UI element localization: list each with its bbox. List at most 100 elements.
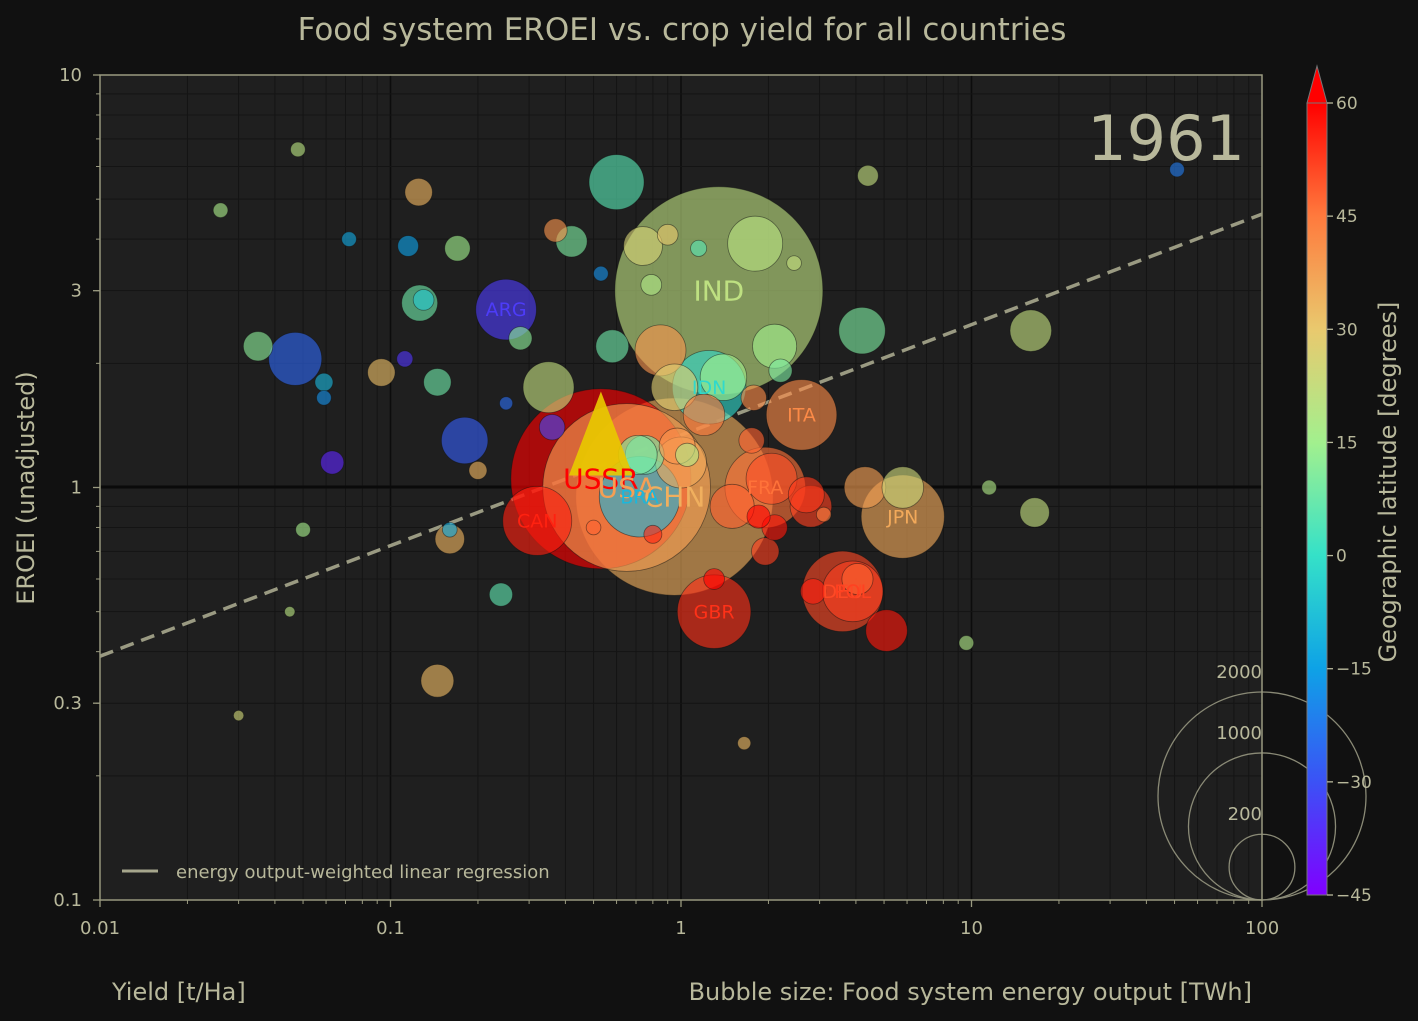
bubble-label: POL <box>834 581 871 603</box>
chart-title: Food system EROEI vs. crop yield for all… <box>298 12 1067 48</box>
data-bubble <box>981 479 997 496</box>
data-bubble <box>212 202 229 219</box>
bubble-label: GBR <box>694 601 735 623</box>
x-tick-label: 100 <box>1245 918 1279 939</box>
colorbar <box>1306 102 1328 896</box>
data-bubble <box>444 235 471 262</box>
colorbar-tick-label: 30 <box>1336 320 1358 340</box>
data-bubble <box>699 353 748 401</box>
data-bubble <box>595 329 630 364</box>
highlight-layer <box>568 391 633 476</box>
data-bubble <box>675 442 700 467</box>
data-bubble <box>857 164 879 187</box>
x-tick-label: 0.1 <box>376 918 405 939</box>
colorbar-extend-arrow <box>1306 64 1328 104</box>
y-tick-label: 1 <box>71 478 82 499</box>
size-legend-label: 1000 <box>1216 723 1262 744</box>
data-bubble <box>441 416 489 465</box>
data-bubble <box>640 274 663 296</box>
data-bubble <box>499 396 514 411</box>
colorbar-tick-label: −30 <box>1336 773 1372 793</box>
data-bubble <box>341 231 357 247</box>
data-bubble <box>838 307 886 355</box>
data-bubble <box>412 289 435 311</box>
data-bubble <box>423 368 452 397</box>
data-bubble <box>284 606 296 618</box>
data-bubble <box>881 466 924 509</box>
size-legend-label: 200 <box>1228 804 1262 825</box>
data-bubble <box>475 278 537 341</box>
data-bubble <box>740 384 767 411</box>
data-bubble <box>316 390 332 406</box>
highlight-triangle <box>568 391 633 476</box>
data-bubble <box>268 331 323 386</box>
data-bubble <box>397 235 419 257</box>
data-bubble <box>958 635 975 651</box>
data-bubble <box>690 239 708 257</box>
colorbar-tick-label: −15 <box>1336 660 1372 680</box>
bubble-label: CHN <box>644 480 706 513</box>
data-bubble <box>593 265 609 282</box>
data-bubble <box>233 709 245 722</box>
data-bubble <box>1169 161 1185 178</box>
y-tick-label: 0.1 <box>53 890 82 911</box>
bubble-label: IDN <box>692 377 726 399</box>
data-bubble <box>396 350 414 368</box>
x-tick-label: 0.01 <box>80 918 120 939</box>
data-bubble <box>242 331 274 362</box>
colorbar-tick-label: 0 <box>1336 547 1347 567</box>
size-axis-label: Bubble size: Food system energy output [… <box>689 978 1252 1006</box>
data-bubble <box>737 736 752 751</box>
bubble-label: ARG <box>486 299 527 321</box>
legend-entry: energy output-weighted linear regression <box>176 862 550 883</box>
data-bubble <box>727 215 784 272</box>
y-axis-label: EROEI (unadjusted) <box>12 371 40 604</box>
data-bubble <box>290 141 306 158</box>
bubble-label: IND <box>693 274 744 307</box>
data-bubble <box>751 537 780 566</box>
data-bubble <box>538 414 566 441</box>
data-bubble <box>1019 497 1050 528</box>
data-bubble <box>768 358 793 383</box>
data-bubble <box>522 361 575 414</box>
data-bubble <box>508 326 533 351</box>
year-label: 1961 <box>1087 102 1245 175</box>
data-bubble <box>1009 309 1052 352</box>
data-bubble <box>585 519 602 536</box>
data-bubble <box>588 154 645 211</box>
data-bubble <box>843 466 887 509</box>
data-bubble <box>320 450 345 475</box>
x-tick-label: 10 <box>960 918 983 939</box>
bubble-label: BRA <box>620 486 658 508</box>
bubble-label: FRA <box>747 477 783 499</box>
colorbar-tick-label: 15 <box>1336 433 1358 453</box>
bubble-label: USA <box>598 471 656 504</box>
colorbar-tick-label: −45 <box>1336 886 1372 906</box>
data-bubble <box>815 506 832 523</box>
data-bubble <box>623 226 663 266</box>
x-axis-label: Yield [t/Ha] <box>111 978 246 1006</box>
data-bubble <box>841 563 874 596</box>
bubble-label: CAN <box>517 511 557 533</box>
data-bubble <box>746 504 771 529</box>
data-bubble <box>420 663 455 698</box>
data-bubble <box>643 524 663 544</box>
data-bubble <box>799 578 827 605</box>
y-tick-label: 0.3 <box>53 693 82 714</box>
size-legend-label: 2000 <box>1216 662 1262 683</box>
data-bubble <box>314 372 334 392</box>
data-bubble <box>738 427 765 454</box>
data-bubble <box>502 485 573 556</box>
bubble-label: JPN <box>886 506 918 528</box>
data-bubble <box>367 358 396 387</box>
data-bubble <box>656 223 679 246</box>
data-bubble <box>404 177 433 207</box>
data-bubble <box>488 582 513 607</box>
bubble-label: USSR <box>563 463 639 496</box>
bubble-label: DEU <box>822 581 863 603</box>
data-bubble <box>765 379 838 451</box>
ticks-layer: 0.01 0.1 1 10 100 0.1 0.3 1 3 10 <box>53 65 1279 939</box>
y-tick-label: 3 <box>71 281 82 302</box>
